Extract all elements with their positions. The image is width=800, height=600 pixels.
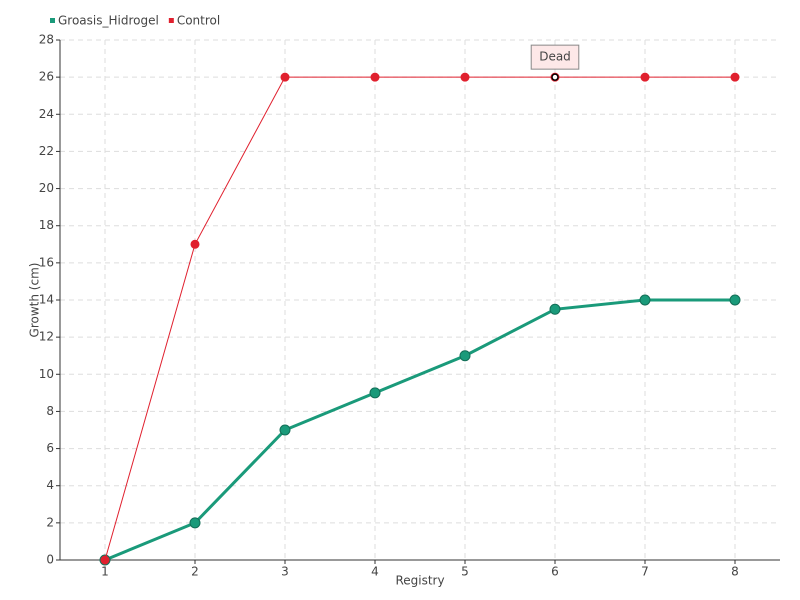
legend-swatch bbox=[50, 18, 55, 23]
data-point bbox=[639, 294, 651, 306]
data-point bbox=[730, 72, 740, 82]
data-point bbox=[370, 72, 380, 82]
x-tick-label: 4 bbox=[371, 565, 379, 579]
x-tick-label: 6 bbox=[551, 565, 559, 579]
data-point bbox=[460, 72, 470, 82]
data-point bbox=[279, 424, 291, 436]
y-tick-label: 2 bbox=[46, 515, 54, 529]
data-point bbox=[549, 303, 561, 315]
data-point bbox=[640, 72, 650, 82]
y-tick-label: 28 bbox=[39, 33, 54, 47]
x-tick-label: 5 bbox=[461, 565, 469, 579]
y-tick-label: 20 bbox=[39, 181, 54, 195]
legend-label: Groasis_Hidrogel bbox=[58, 14, 159, 28]
y-tick-label: 8 bbox=[46, 404, 54, 418]
y-tick-label: 26 bbox=[39, 70, 54, 84]
y-axis-label: Growth (cm) bbox=[28, 263, 42, 338]
data-point bbox=[190, 239, 200, 249]
x-axis-label: Registry bbox=[395, 574, 444, 588]
y-tick-label: 22 bbox=[39, 144, 54, 158]
y-tick-label: 10 bbox=[39, 367, 54, 381]
x-tick-label: 2 bbox=[191, 565, 199, 579]
x-tick-label: 8 bbox=[731, 565, 739, 579]
series-line bbox=[104, 298, 735, 562]
annotation-point bbox=[551, 73, 559, 81]
y-tick-label: 4 bbox=[46, 478, 54, 492]
y-tick-label: 6 bbox=[46, 441, 54, 455]
y-tick-label: 14 bbox=[39, 293, 54, 307]
data-point bbox=[280, 72, 290, 82]
legend-swatch bbox=[168, 18, 174, 23]
data-point bbox=[369, 387, 381, 399]
y-tick-label: 18 bbox=[39, 218, 54, 232]
data-point bbox=[100, 555, 110, 565]
y-tick-label: 12 bbox=[39, 330, 54, 344]
data-point bbox=[729, 294, 741, 306]
data-point bbox=[459, 350, 471, 362]
y-tick-label: 16 bbox=[39, 255, 54, 269]
x-tick-label: 1 bbox=[101, 565, 109, 579]
y-tick-label: 0 bbox=[46, 553, 54, 567]
x-tick-label: 3 bbox=[281, 565, 289, 579]
data-point bbox=[189, 517, 201, 529]
series-line bbox=[104, 76, 735, 561]
annotation-box bbox=[530, 44, 580, 70]
x-tick-label: 7 bbox=[641, 565, 649, 579]
y-tick-label: 24 bbox=[39, 107, 54, 121]
legend-label: Control bbox=[177, 14, 220, 28]
annotation-text: Dead bbox=[539, 50, 571, 64]
